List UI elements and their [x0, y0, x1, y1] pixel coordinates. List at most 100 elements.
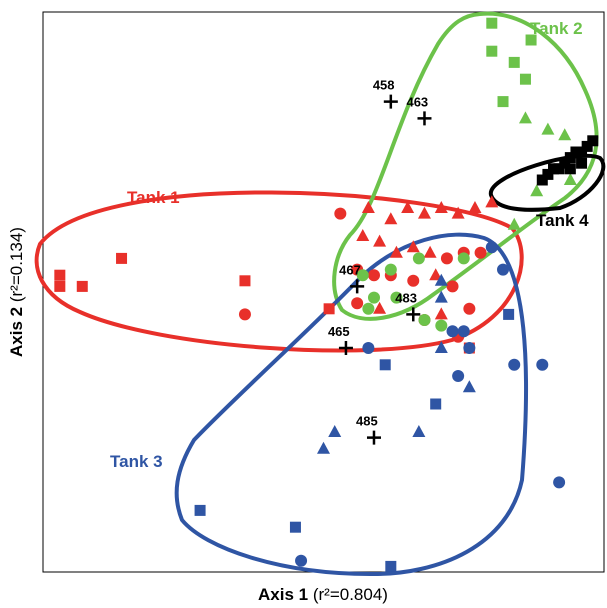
centroid-label-465: 465 — [328, 324, 350, 339]
group-hulls — [34, 11, 606, 577]
y-axis-title: Axis 2 (r²=0.134) — [7, 227, 26, 357]
point-tank-2-triangle-8 — [558, 128, 572, 141]
point-tank-3-triangle-2 — [434, 273, 448, 286]
label-tank-2: Tank 2 — [530, 19, 583, 38]
point-tank-3-triangle-17 — [328, 425, 342, 437]
point-tank-2-square-5 — [497, 96, 509, 108]
point-tank-3-circle-19 — [553, 476, 566, 489]
point-tank-1-triangle-7 — [361, 201, 375, 213]
point-tank-2-circle-12 — [457, 252, 470, 265]
point-tank-2-circle-13 — [412, 252, 425, 265]
point-tank-4-square-11 — [576, 157, 588, 169]
point-tank-3-square-23 — [385, 560, 397, 572]
point-tank-3-square-15 — [430, 398, 442, 410]
point-tank-1-circle-22 — [474, 246, 487, 259]
point-tank-1-circle-6 — [334, 207, 347, 220]
point-tank-1-triangle-16 — [373, 234, 387, 247]
centroid-cross-465 — [338, 341, 353, 355]
y-axis-title-rest: (r²=0.134) — [7, 227, 26, 302]
centroid-cross-463 — [417, 111, 432, 126]
point-tank-1-triangle-27 — [429, 268, 443, 281]
point-tank-3-circle-5 — [446, 325, 459, 338]
point-tank-1-square-36 — [323, 303, 335, 315]
data-markers — [54, 17, 599, 572]
point-tank-2-circle-14 — [384, 263, 397, 276]
centroid-label-485: 485 — [356, 414, 378, 429]
centroid-label-458: 458 — [373, 78, 395, 93]
point-tank-1-triangle-14 — [485, 195, 499, 208]
point-tank-3-triangle-18 — [317, 441, 330, 454]
group-labels: Tank 1 Tank 2 Tank 3 Tank 4 — [110, 19, 589, 471]
point-tank-4-square-6 — [570, 146, 582, 158]
point-tank-2-triangle-7 — [541, 122, 555, 135]
point-tank-1-triangle-9 — [401, 201, 415, 213]
point-tank-3-circle-14 — [536, 358, 549, 371]
point-tank-1-square-5 — [239, 275, 251, 287]
point-tank-1-triangle-15 — [356, 229, 370, 241]
point-tank-1-triangle-12 — [451, 206, 465, 219]
point-tank-3-circle-0 — [485, 241, 498, 254]
point-tank-4-square-0 — [536, 174, 548, 186]
point-tank-1-triangle-10 — [417, 206, 431, 219]
x-axis-title-bold: Axis 1 — [258, 585, 308, 604]
centroid-cross-485 — [366, 430, 381, 445]
point-tank-1-triangle-11 — [434, 201, 448, 213]
point-tank-1-circle-29 — [463, 302, 476, 315]
hull-tank-2 — [332, 11, 599, 321]
point-tank-3-square-10 — [379, 359, 391, 371]
point-tank-3-circle-11 — [452, 370, 465, 382]
point-tank-3-circle-22 — [295, 554, 308, 567]
point-tank-3-triangle-16 — [412, 425, 426, 437]
point-tank-2-square-1 — [525, 34, 537, 46]
label-tank-4: Tank 4 — [536, 211, 589, 230]
point-tank-1-square-2 — [76, 280, 88, 292]
point-tank-3-triangle-8 — [434, 341, 448, 353]
point-tank-2-circle-15 — [356, 269, 369, 282]
point-tank-4-square-10 — [564, 163, 576, 175]
point-tank-4-square-4 — [559, 157, 571, 169]
point-tank-4-square-2 — [548, 163, 560, 175]
point-tank-1-triangle-34 — [434, 307, 448, 320]
point-tank-3-circle-7 — [463, 342, 476, 354]
point-tank-1-circle-24 — [367, 269, 380, 282]
point-tank-1-circle-20 — [440, 252, 453, 265]
point-tank-2-circle-16 — [367, 291, 380, 304]
point-tank-2-square-4 — [519, 73, 531, 85]
point-tank-3-circle-1 — [497, 263, 510, 276]
point-tank-3-square-4 — [503, 308, 515, 320]
point-tank-3-triangle-12 — [462, 380, 476, 393]
point-tank-2-circle-19 — [435, 319, 448, 332]
point-tank-1-circle-26 — [407, 274, 420, 287]
point-tank-2-triangle-10 — [530, 184, 544, 197]
point-tank-2-circle-20 — [362, 302, 375, 315]
point-tank-1-triangle-30 — [373, 301, 387, 314]
point-tank-2-circle-18 — [418, 314, 431, 326]
x-axis-title-rest: (r²=0.804) — [313, 585, 388, 604]
point-tank-1-circle-31 — [351, 297, 364, 310]
point-tank-3-triangle-3 — [434, 290, 448, 303]
point-tank-2-triangle-9 — [563, 173, 577, 185]
centroid-label-463: 463 — [406, 94, 428, 109]
point-tank-4-square-3 — [553, 163, 565, 175]
centroid-label-483: 483 — [395, 290, 417, 305]
point-tank-1-square-1 — [54, 280, 66, 292]
point-tank-4-square-7 — [576, 146, 588, 158]
centroid-markers: 458 463 467 483 465 485 — [328, 78, 432, 445]
point-tank-2-circle-17 — [390, 291, 403, 304]
point-tank-1-triangle-8 — [384, 212, 398, 225]
centroid-cross-467 — [350, 279, 365, 294]
centroid-cross-483 — [406, 307, 421, 322]
point-tank-1-circle-28 — [446, 280, 459, 293]
point-tank-2-square-3 — [508, 56, 520, 68]
point-tank-3-square-21 — [289, 521, 301, 533]
point-tank-1-triangle-17 — [389, 245, 403, 258]
point-tank-1-triangle-13 — [468, 201, 482, 213]
point-tank-4-square-5 — [564, 152, 576, 164]
point-tank-4-square-1 — [542, 168, 554, 180]
hull-tank-3 — [174, 232, 529, 577]
label-tank-1: Tank 1 — [127, 188, 180, 207]
point-tank-2-square-0 — [486, 17, 498, 29]
point-tank-1-triangle-18 — [406, 240, 420, 253]
point-tank-4-square-8 — [581, 140, 593, 152]
